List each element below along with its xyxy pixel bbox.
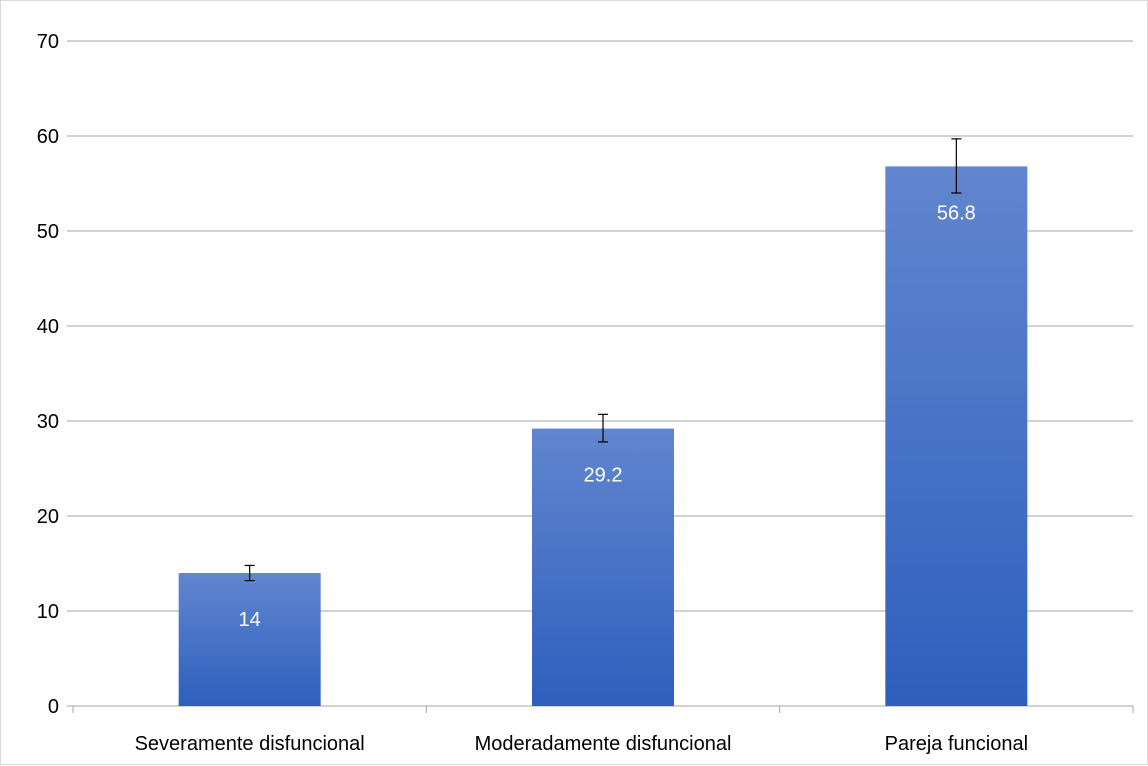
y-tick-label: 60 (37, 126, 59, 148)
bar (532, 428, 674, 706)
y-tick-label: 40 (37, 316, 59, 338)
x-category-label: Moderadamente disfuncional (475, 733, 732, 755)
data-label: 29.2 (584, 465, 623, 487)
axes (67, 705, 1134, 713)
x-category-label: Severamente disfuncional (135, 733, 365, 755)
data-label: 14 (239, 609, 261, 631)
x-category-label: Pareja funcional (885, 733, 1028, 755)
error-bars (244, 138, 962, 582)
y-tick-label: 50 (37, 221, 59, 243)
y-tick-label: 70 (37, 31, 59, 53)
y-tick-label: 0 (48, 696, 59, 718)
bar (885, 166, 1028, 706)
gridlines (67, 40, 1133, 612)
bar (178, 573, 321, 706)
y-tick-label: 10 (37, 601, 59, 623)
x-axis-category-labels: Severamente disfuncional Moderadamente di… (135, 733, 1028, 755)
y-tick-label: 20 (37, 506, 59, 528)
bars (178, 166, 1028, 706)
y-axis-tick-labels: 0 10 20 30 40 50 60 70 (37, 31, 59, 718)
data-label: 56.8 (937, 202, 976, 224)
data-labels: 14 29.2 56.8 (239, 202, 976, 631)
y-tick-label: 30 (37, 411, 59, 433)
